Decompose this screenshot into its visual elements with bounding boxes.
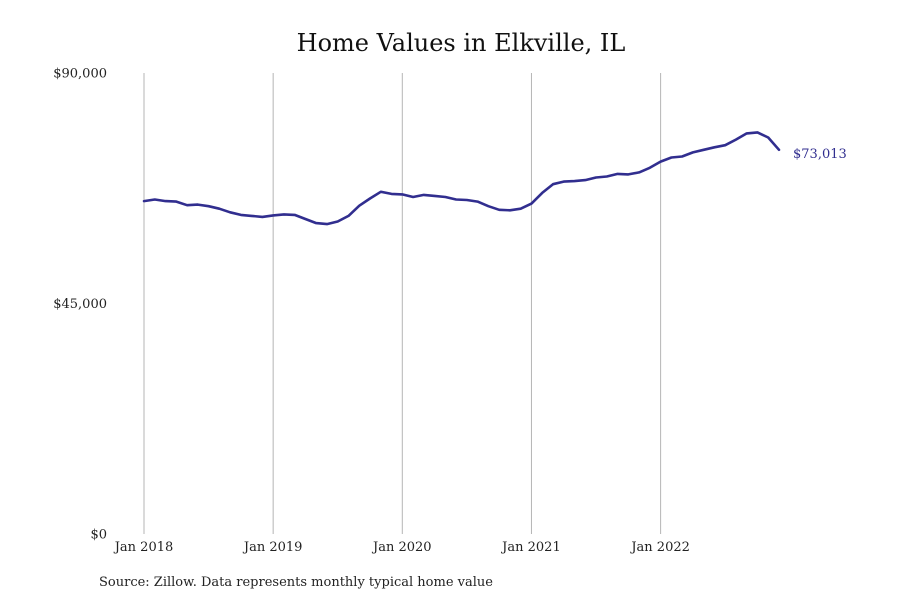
series-line <box>142 131 781 226</box>
y-tick-label: $45,000 <box>53 297 107 312</box>
chart-title: Home Values in Elkville, IL <box>297 29 626 57</box>
y-axis: $0 $45,000 $90,000 <box>53 67 107 543</box>
y-tick-label: $90,000 <box>53 67 107 82</box>
x-axis: Jan 2018 Jan 2019 Jan 2020 Jan 2021 Jan 2022 <box>113 540 690 555</box>
x-tick-label: Jan 2020 <box>371 540 432 555</box>
x-tick-label: Jan 2019 <box>242 540 303 555</box>
source-note: Source: Zillow. Data represents monthly … <box>99 575 493 590</box>
y-tick-label: $0 <box>90 528 107 543</box>
x-tick-label: Jan 2021 <box>500 540 561 555</box>
grid-lines <box>143 73 662 534</box>
end-value-label: $73,013 <box>793 147 847 162</box>
x-tick-label: Jan 2022 <box>629 540 690 555</box>
x-tick-label: Jan 2018 <box>113 540 174 555</box>
